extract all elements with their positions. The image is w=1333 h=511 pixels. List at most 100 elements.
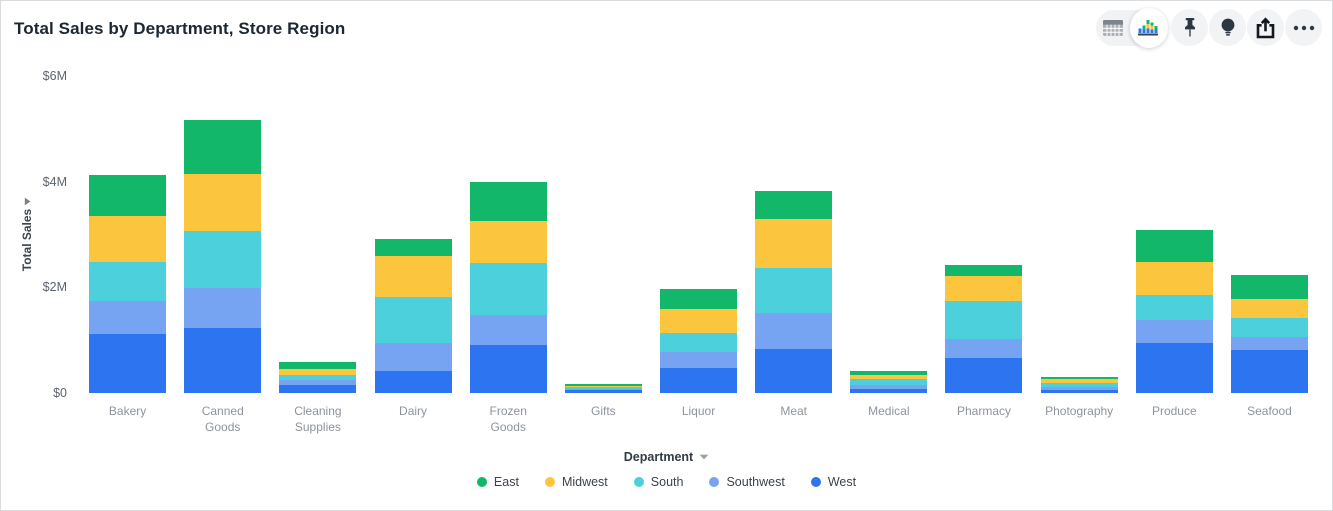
segment-medical-east[interactable] <box>850 371 928 376</box>
segment-medical-south[interactable] <box>850 379 928 385</box>
bar-slot-dairy <box>365 76 460 393</box>
bar-liquor[interactable] <box>660 289 738 393</box>
segment-frozen-goods-midwest[interactable] <box>469 221 547 264</box>
segment-bakery-west[interactable] <box>89 333 167 393</box>
segment-meat-west[interactable] <box>755 348 833 393</box>
segment-cleaning-supplies-east[interactable] <box>279 361 357 370</box>
segment-photography-south[interactable] <box>1040 382 1118 387</box>
legend-item-southwest[interactable]: Southwest <box>709 475 785 489</box>
segment-produce-midwest[interactable] <box>1135 262 1213 296</box>
bar-cleaning-supplies[interactable] <box>279 361 357 393</box>
segment-cleaning-supplies-south[interactable] <box>279 374 357 380</box>
bar-photography[interactable] <box>1040 376 1118 393</box>
segment-frozen-goods-east[interactable] <box>469 182 547 222</box>
segment-pharmacy-south[interactable] <box>945 301 1023 340</box>
legend-swatch-south <box>633 477 644 487</box>
segment-bakery-southwest[interactable] <box>89 301 167 334</box>
segment-cleaning-supplies-southwest[interactable] <box>279 379 357 386</box>
segment-gifts-southwest[interactable] <box>564 388 642 391</box>
segment-photography-east[interactable] <box>1040 376 1118 379</box>
segment-cleaning-supplies-midwest[interactable] <box>279 369 357 375</box>
segment-pharmacy-southwest[interactable] <box>945 339 1023 359</box>
segment-frozen-goods-south[interactable] <box>469 263 547 315</box>
segment-seafood-west[interactable] <box>1230 349 1308 393</box>
x-axis-labels: Bakery Canned Goods Cleaning Supplies Dairy… <box>80 403 1317 435</box>
segment-produce-southwest[interactable] <box>1135 319 1213 344</box>
segment-medical-west[interactable] <box>850 388 928 393</box>
segment-canned-goods-east[interactable] <box>184 119 262 174</box>
segment-canned-goods-southwest[interactable] <box>184 288 262 328</box>
segment-seafood-southwest[interactable] <box>1230 336 1308 350</box>
chart-view-button[interactable] <box>1130 7 1168 48</box>
segment-meat-midwest[interactable] <box>755 219 833 268</box>
segment-seafood-south[interactable] <box>1230 317 1308 337</box>
bar-slot-gifts <box>556 76 651 393</box>
segment-photography-west[interactable] <box>1040 389 1118 393</box>
bar-bakery[interactable] <box>89 174 167 393</box>
bar-meat[interactable] <box>755 190 833 393</box>
y-tick--6m: $6M <box>42 69 67 83</box>
more-button[interactable] <box>1285 9 1322 46</box>
segment-medical-midwest[interactable] <box>850 375 928 380</box>
segment-bakery-south[interactable] <box>89 261 167 302</box>
insights-button[interactable] <box>1209 9 1246 46</box>
bar-medical[interactable] <box>850 371 928 393</box>
bar-slot-pharmacy <box>936 76 1031 393</box>
segment-pharmacy-east[interactable] <box>945 264 1023 276</box>
table-view-button[interactable] <box>1096 10 1130 46</box>
segment-dairy-south[interactable] <box>374 297 452 343</box>
segment-dairy-southwest[interactable] <box>374 342 452 371</box>
legend-swatch-midwest <box>544 477 555 487</box>
bar-slot-cleaning-supplies <box>270 76 365 393</box>
segment-pharmacy-midwest[interactable] <box>945 275 1023 302</box>
legend-item-south[interactable]: South <box>633 475 683 489</box>
segment-canned-goods-midwest[interactable] <box>184 173 262 231</box>
bar-produce[interactable] <box>1135 230 1213 393</box>
segment-meat-south[interactable] <box>755 267 833 314</box>
segment-liquor-east[interactable] <box>660 289 738 309</box>
segment-canned-goods-west[interactable] <box>184 327 262 393</box>
segment-dairy-east[interactable] <box>374 239 452 257</box>
segment-pharmacy-west[interactable] <box>945 358 1023 393</box>
bar-canned-goods[interactable] <box>184 119 262 393</box>
segment-seafood-east[interactable] <box>1230 274 1308 300</box>
segment-produce-west[interactable] <box>1135 343 1213 393</box>
segment-photography-midwest[interactable] <box>1040 378 1118 383</box>
segment-canned-goods-south[interactable] <box>184 230 262 289</box>
bar-gifts[interactable] <box>564 384 642 393</box>
segment-seafood-midwest[interactable] <box>1230 299 1308 318</box>
segment-bakery-east[interactable] <box>89 174 167 216</box>
legend-item-east[interactable]: East <box>476 475 519 489</box>
segment-bakery-midwest[interactable] <box>89 215 167 262</box>
legend-item-midwest[interactable]: Midwest <box>544 475 608 489</box>
segment-liquor-southwest[interactable] <box>660 351 738 369</box>
segment-gifts-south[interactable] <box>564 387 642 389</box>
segment-produce-east[interactable] <box>1135 230 1213 263</box>
segment-frozen-goods-west[interactable] <box>469 344 547 393</box>
bar-slot-photography <box>1032 76 1127 393</box>
share-button[interactable] <box>1247 9 1284 46</box>
segment-gifts-midwest[interactable] <box>564 385 642 388</box>
segment-cleaning-supplies-west[interactable] <box>279 385 357 393</box>
bar-pharmacy[interactable] <box>945 264 1023 393</box>
legend-item-west[interactable]: West <box>810 475 856 489</box>
segment-dairy-west[interactable] <box>374 370 452 393</box>
segment-produce-south[interactable] <box>1135 295 1213 320</box>
segment-meat-southwest[interactable] <box>755 313 833 349</box>
bar-seafood[interactable] <box>1230 274 1308 393</box>
segment-gifts-west[interactable] <box>564 390 642 393</box>
bar-frozen-goods[interactable] <box>469 182 547 393</box>
segment-frozen-goods-southwest[interactable] <box>469 314 547 345</box>
segment-liquor-midwest[interactable] <box>660 308 738 334</box>
y-axis-menu-caret[interactable] <box>24 197 31 206</box>
segment-liquor-west[interactable] <box>660 368 738 393</box>
segment-photography-southwest[interactable] <box>1040 386 1118 390</box>
pin-button[interactable] <box>1171 9 1208 46</box>
segment-liquor-south[interactable] <box>660 333 738 352</box>
segment-meat-east[interactable] <box>755 190 833 220</box>
x-axis-field-selector[interactable]: Department <box>1 450 1332 464</box>
bar-dairy[interactable] <box>374 239 452 393</box>
segment-medical-southwest[interactable] <box>850 384 928 389</box>
segment-dairy-midwest[interactable] <box>374 256 452 298</box>
segment-gifts-east[interactable] <box>564 384 642 386</box>
